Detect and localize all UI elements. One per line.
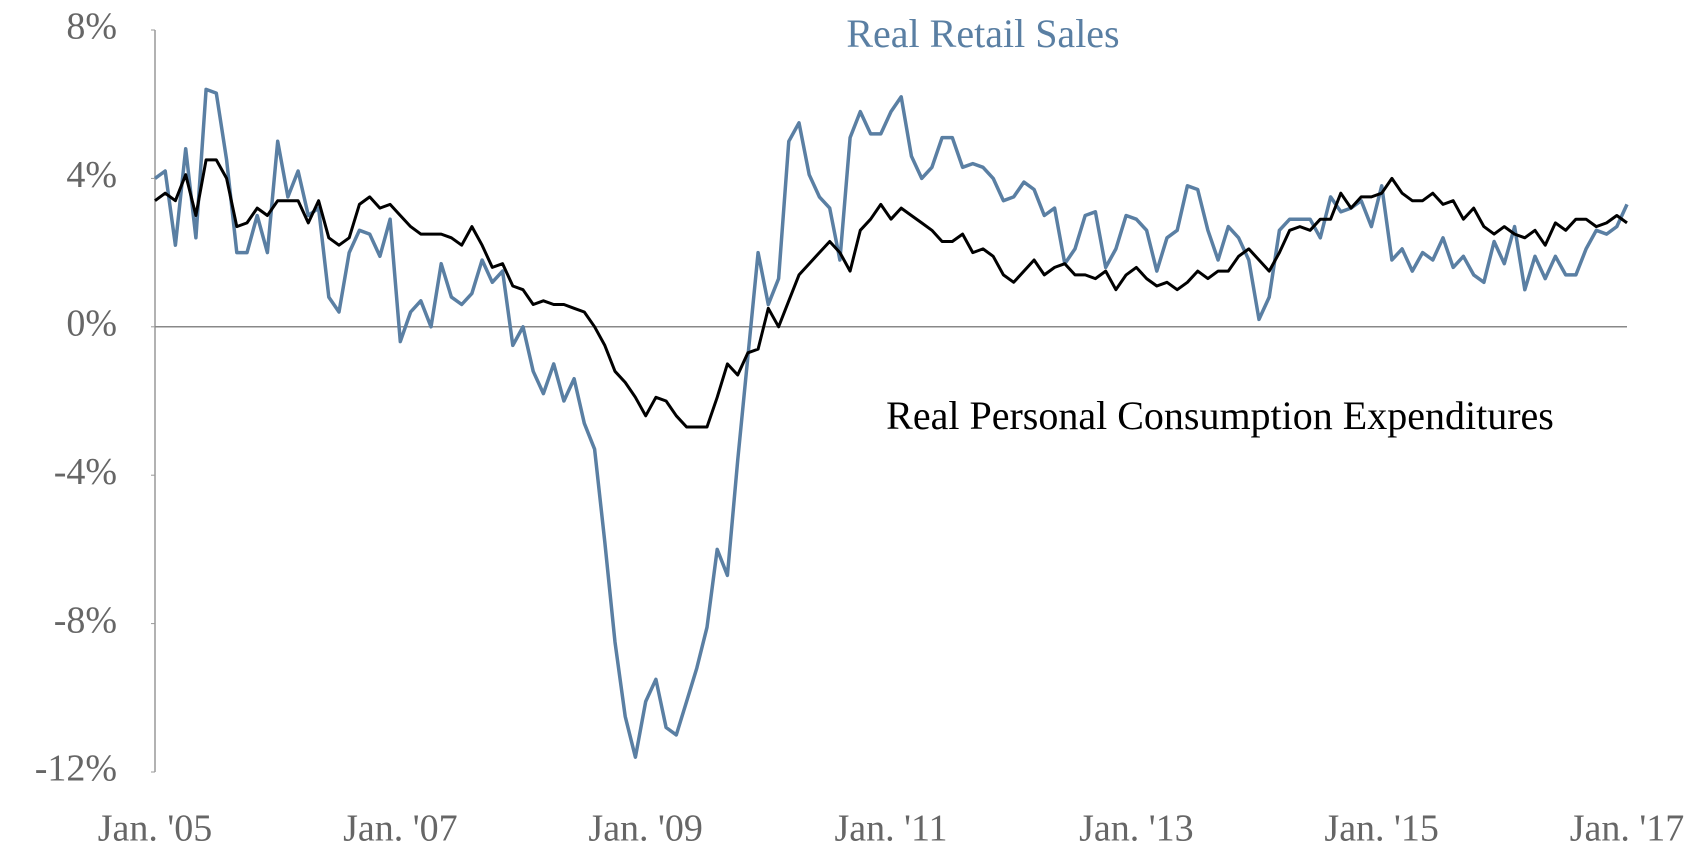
x-tick-label: Jan. '17 [1570, 808, 1685, 850]
x-tick-label: Jan. '11 [834, 808, 947, 850]
x-tick-label: Jan. '07 [343, 808, 458, 850]
series-label: Real Personal Consumption Expenditures [886, 393, 1554, 438]
y-tick-label: 8% [66, 6, 117, 48]
y-tick-label: -8% [54, 599, 117, 641]
y-tick-label: -12% [35, 748, 117, 790]
y-tick-label: 4% [66, 154, 117, 196]
y-tick-label: -4% [54, 451, 117, 493]
series-line [154, 158, 1628, 429]
x-tick-label: Jan. '09 [588, 808, 703, 850]
x-tick-label: Jan. '13 [1079, 808, 1194, 850]
series-line [153, 87, 1629, 759]
y-tick-label: 0% [66, 303, 117, 345]
series-label: Real Retail Sales [846, 11, 1119, 56]
x-tick-label: Jan. '15 [1324, 808, 1439, 850]
x-tick-label: Jan. '05 [98, 808, 213, 850]
